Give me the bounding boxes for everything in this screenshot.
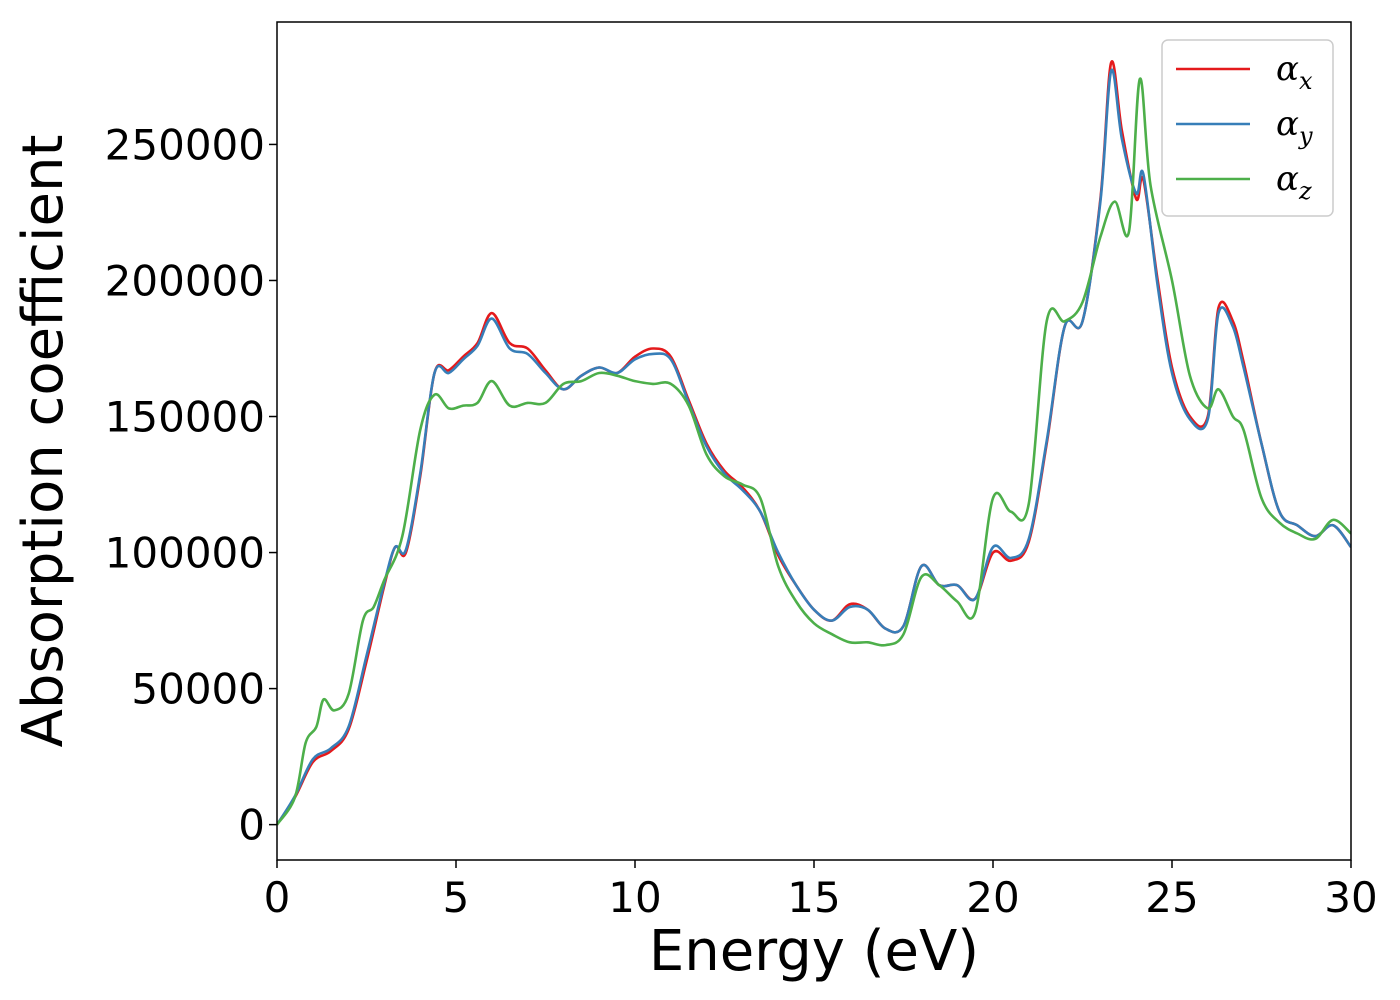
x-tick-label: 10: [608, 873, 661, 922]
y-tick-label: 200000: [105, 256, 265, 305]
legend-label-x: αx: [1276, 49, 1313, 95]
x-axis-ticks: 0 5 10 15 20 25 30: [264, 860, 1378, 922]
x-tick-label: 15: [787, 873, 840, 922]
series-line-z: [277, 77, 1351, 826]
legend-box: [1161, 39, 1334, 217]
x-axis-label: Energy (eV): [649, 919, 979, 984]
y-tick-label: 150000: [105, 393, 265, 442]
x-tick-label: 25: [1145, 873, 1198, 922]
legend: αx αy αz: [1161, 39, 1334, 217]
legend-label-z: αz: [1276, 159, 1312, 205]
y-axis-label: Absorption coefficient: [11, 135, 76, 748]
x-tick-label: 5: [443, 873, 470, 922]
plot-area: [277, 60, 1351, 826]
x-tick-label: 0: [264, 873, 291, 922]
x-tick-label: 20: [966, 873, 1019, 922]
y-tick-label: 0: [238, 801, 265, 850]
y-tick-label: 100000: [105, 529, 265, 578]
y-tick-label: 50000: [131, 665, 265, 714]
y-axis-ticks: 0 50000 100000 150000 200000 250000: [105, 120, 277, 850]
x-tick-label: 30: [1324, 873, 1377, 922]
series-line-y: [277, 68, 1351, 826]
legend-label-y: αy: [1276, 104, 1313, 150]
series-line-x: [277, 60, 1351, 826]
y-tick-label: 250000: [105, 120, 265, 169]
